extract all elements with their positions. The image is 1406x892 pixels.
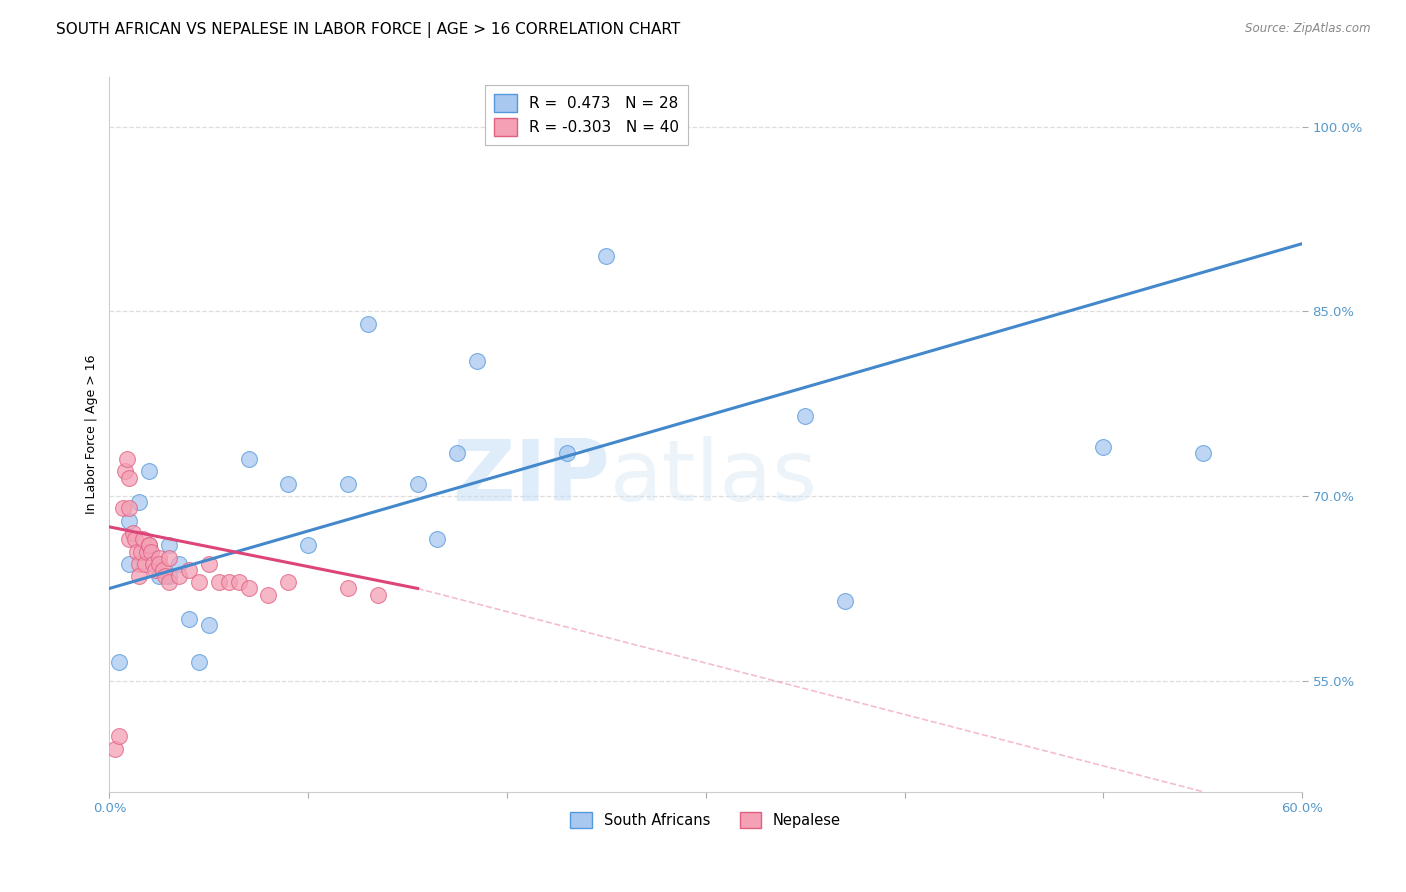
Point [153,569,176,583]
Point [134,557,156,571]
Point [142,557,165,571]
Point [138,538,160,552]
Point [152,563,174,577]
Point [157,538,180,552]
Point [1092,440,1115,454]
Point [122,526,145,541]
Point [336,582,359,596]
Point [367,588,389,602]
Point [118,532,141,546]
Point [187,656,209,670]
Point [465,353,488,368]
Point [277,476,299,491]
Text: SOUTH AFRICAN VS NEPALESE IN LABOR FORCE | AGE > 16 CORRELATION CHART: SOUTH AFRICAN VS NEPALESE IN LABOR FORCE… [56,22,681,38]
Point [277,575,299,590]
Point [426,532,449,546]
Point [112,501,135,516]
Point [117,452,139,467]
Point [157,569,180,583]
Text: ZIP: ZIP [453,436,610,519]
Point [118,501,141,516]
Point [148,557,170,571]
Point [177,612,200,626]
Point [208,575,231,590]
Point [132,532,155,546]
Point [104,741,127,756]
Point [218,575,240,590]
Point [238,582,260,596]
Point [228,575,250,590]
Point [143,563,166,577]
Point [198,618,221,632]
Point [357,317,380,331]
Point [127,544,149,558]
Point [118,557,141,571]
Point [446,446,468,460]
Y-axis label: In Labor Force | Age > 16: In Labor Force | Age > 16 [86,355,98,515]
Point [124,532,146,546]
Point [118,514,141,528]
Point [138,544,160,558]
Point [138,538,160,552]
Point [595,249,617,263]
Point [257,588,280,602]
Point [167,557,190,571]
Point [198,557,221,571]
Point [128,557,150,571]
Point [834,593,856,607]
Legend: South Africans, Nepalese: South Africans, Nepalese [565,805,846,834]
Point [114,465,136,479]
Point [128,495,150,509]
Point [187,575,209,590]
Point [138,465,160,479]
Point [238,452,260,467]
Point [128,569,150,583]
Point [336,476,359,491]
Point [148,569,170,583]
Point [136,544,159,558]
Point [148,550,170,565]
Point [157,575,180,590]
Point [177,563,200,577]
Point [297,538,319,552]
Point [129,544,152,558]
Point [167,569,190,583]
Point [555,446,578,460]
Point [141,544,163,558]
Point [108,656,131,670]
Text: atlas: atlas [610,436,818,519]
Text: Source: ZipAtlas.com: Source: ZipAtlas.com [1246,22,1371,36]
Point [108,729,131,743]
Point [1191,446,1213,460]
Point [157,550,180,565]
Point [406,476,429,491]
Point [118,470,141,484]
Point [794,409,817,423]
